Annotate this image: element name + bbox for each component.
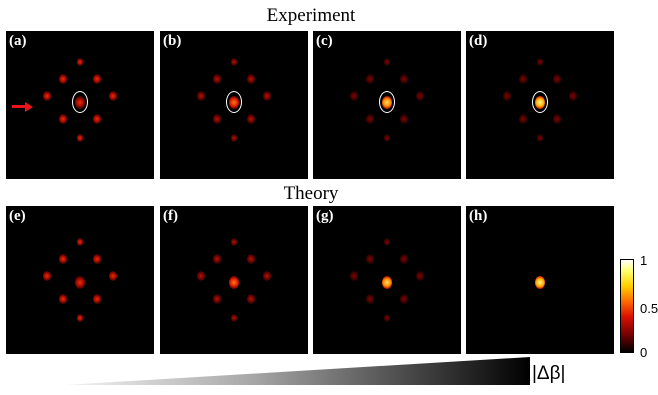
highlight-ring-icon (532, 91, 548, 113)
panel-f: (f) (160, 206, 308, 354)
side-spot (231, 58, 237, 66)
colorbar (620, 259, 634, 353)
side-spot (59, 254, 67, 264)
side-spot (350, 91, 358, 101)
center-spot (229, 276, 239, 289)
colorbar-tick-min: 0 (640, 345, 648, 360)
side-spot (416, 271, 424, 281)
side-spot (384, 238, 390, 246)
center-spot (75, 276, 85, 289)
input-arrow-head-icon (25, 101, 33, 112)
panel-label: (a) (9, 33, 27, 49)
side-spot (43, 91, 51, 101)
side-spot (77, 314, 83, 322)
side-spot (263, 91, 271, 101)
panel-e: (e) (6, 206, 154, 354)
side-spot (247, 74, 255, 84)
panel-g: (g) (313, 206, 461, 354)
side-spot (384, 134, 390, 142)
side-spot (247, 114, 255, 124)
side-spot (231, 134, 237, 142)
side-spot (231, 314, 237, 322)
panel-label: (h) (469, 208, 488, 224)
side-spot (109, 271, 117, 281)
side-spot (43, 271, 51, 281)
side-spot (59, 74, 67, 84)
side-spot (366, 254, 374, 264)
center-spot (382, 276, 392, 289)
side-spot (213, 254, 221, 264)
side-spot (77, 58, 83, 66)
side-spot (77, 134, 83, 142)
side-spot (400, 294, 408, 304)
side-spot (59, 114, 67, 124)
side-spot (213, 294, 221, 304)
side-spot (93, 114, 101, 124)
detuning-wedge (64, 357, 530, 385)
side-spot (213, 74, 221, 84)
side-spot (109, 91, 117, 101)
panel-c: (c) (313, 31, 461, 179)
panel-label: (f) (163, 208, 178, 224)
panel-label: (g) (316, 208, 334, 224)
side-spot (263, 271, 271, 281)
input-arrow-icon (12, 105, 26, 108)
side-spot (400, 74, 408, 84)
panel-h: (h) (466, 206, 614, 354)
side-spot (59, 294, 67, 304)
side-spot (384, 58, 390, 66)
colorbar-tick-mid: 0.5 (640, 301, 658, 316)
side-spot (366, 74, 374, 84)
side-spot (247, 294, 255, 304)
delta-beta-label: |Δβ| (532, 363, 566, 384)
side-spot (93, 294, 101, 304)
side-spot (247, 254, 255, 264)
side-spot (400, 254, 408, 264)
side-spot (197, 91, 205, 101)
side-spot (537, 58, 543, 66)
side-spot (231, 238, 237, 246)
panel-label: (b) (163, 33, 182, 49)
highlight-ring-icon (226, 91, 242, 113)
side-spot (519, 114, 527, 124)
colorbar-tick-max: 1 (640, 253, 648, 268)
side-spot (93, 74, 101, 84)
center-spot (535, 276, 545, 289)
side-spot (569, 91, 577, 101)
highlight-ring-icon (72, 91, 88, 113)
side-spot (384, 314, 390, 322)
panel-d: (d) (466, 31, 614, 179)
theory-title: Theory (283, 183, 339, 204)
side-spot (553, 114, 561, 124)
side-spot (93, 254, 101, 264)
side-spot (553, 74, 561, 84)
side-spot (416, 91, 424, 101)
panel-label: (c) (316, 33, 333, 49)
side-spot (537, 134, 543, 142)
side-spot (519, 74, 527, 84)
side-spot (366, 114, 374, 124)
side-spot (503, 91, 511, 101)
side-spot (77, 238, 83, 246)
panel-b: (b) (160, 31, 308, 179)
side-spot (213, 114, 221, 124)
side-spot (350, 271, 358, 281)
highlight-ring-icon (379, 91, 395, 113)
panel-label: (d) (469, 33, 488, 49)
panel-label: (e) (9, 208, 26, 224)
side-spot (400, 114, 408, 124)
side-spot (366, 294, 374, 304)
side-spot (197, 271, 205, 281)
experiment-title: Experiment (266, 5, 356, 26)
